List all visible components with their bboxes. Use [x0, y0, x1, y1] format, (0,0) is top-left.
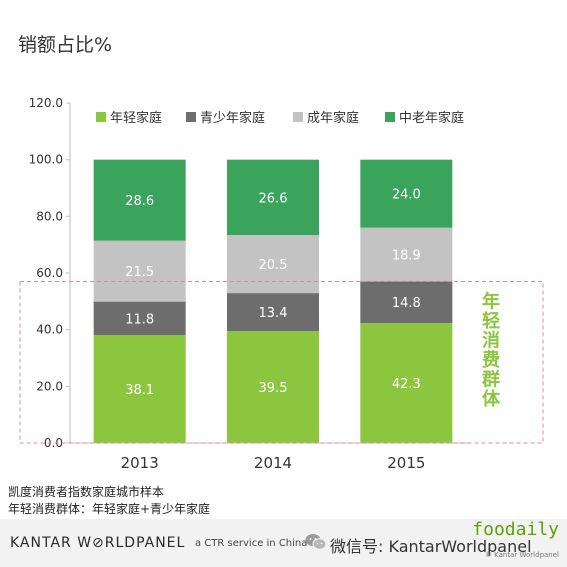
y-tick-label: 40.0: [36, 323, 63, 337]
data-label: 13.4: [259, 306, 288, 321]
legend-swatch: [186, 112, 196, 122]
data-label: 14.8: [392, 296, 421, 311]
data-label: 39.5: [259, 381, 288, 396]
annotation-label: 轻: [482, 310, 500, 332]
legend-swatch: [96, 112, 106, 122]
legend-label: 成年家庭: [307, 110, 359, 126]
bar-segment: [360, 281, 453, 324]
data-label: 21.5: [125, 265, 154, 280]
data-label: 24.0: [392, 188, 421, 203]
watermark-site: foodaily: [472, 519, 559, 540]
x-tick-label: 2015: [387, 454, 425, 472]
bar-segment: [227, 331, 319, 443]
legend-swatch: [385, 112, 395, 122]
bar-segment: [227, 159, 319, 236]
copyright: © Kantar Worldpanel: [484, 551, 559, 559]
legend-label: 年轻家庭: [110, 110, 162, 126]
brand-tagline: a CTR service in China: [195, 538, 308, 549]
data-label: 42.3: [392, 377, 421, 392]
y-tick-label: 20.0: [36, 379, 63, 393]
bar-segment: [227, 235, 319, 294]
bar-segment: [360, 159, 453, 228]
stacked-bar-chart: 0.0 20.0 40.0 60.0 80.0 100.0 120.0 38.1 11.8 21.…: [19, 96, 544, 472]
x-tick-label: 2014: [254, 454, 292, 472]
bar-segment: [227, 293, 319, 332]
wechat-id: 微信号: KantarWorldpanel: [330, 537, 532, 556]
legend-label: 青少年家庭: [200, 110, 265, 126]
data-label: 28.6: [125, 194, 154, 209]
y-tick-label: 0.0: [44, 436, 63, 450]
data-label: 20.5: [259, 258, 288, 273]
y-tick-label: 80.0: [36, 209, 63, 223]
data-label: 11.8: [125, 312, 154, 327]
annotation-label: 费: [482, 350, 500, 371]
annotation-label: 消: [482, 330, 500, 352]
y-tick-label: 100.0: [29, 153, 63, 167]
y-tick-label: 60.0: [36, 266, 63, 280]
data-label: 38.1: [125, 383, 154, 398]
source-note: 凯度消费者指数家庭城市样本: [8, 485, 165, 499]
legend-swatch: [293, 112, 303, 122]
brand-logo: KANTAR W⊘RLDPANEL: [10, 535, 186, 551]
y-tick-label: 120.0: [29, 96, 63, 110]
bar-segment: [93, 240, 186, 302]
annotation-box: [19, 281, 544, 444]
footer-bar: KANTAR W⊘RLDPANEL a CTR service in China…: [0, 519, 567, 567]
wechat-icon: [305, 534, 327, 550]
bar-segment: [93, 335, 186, 443]
legend-label: 中老年家庭: [399, 110, 464, 126]
chart-title: 销额占比%: [18, 34, 113, 56]
data-label: 26.6: [259, 191, 288, 206]
bar-segment: [93, 301, 186, 336]
definition-note: 年轻消费群体：年轻家庭+青少年家庭: [8, 502, 211, 516]
x-tick-label: 2013: [121, 454, 159, 472]
data-label: 18.9: [392, 248, 421, 263]
annotation-label: 群: [482, 369, 500, 391]
bar-segment: [360, 323, 453, 443]
annotation-label: 体: [482, 388, 501, 410]
annotation-label: 年: [482, 291, 500, 313]
bar-segment: [360, 227, 453, 282]
bar-segment: [93, 159, 186, 241]
